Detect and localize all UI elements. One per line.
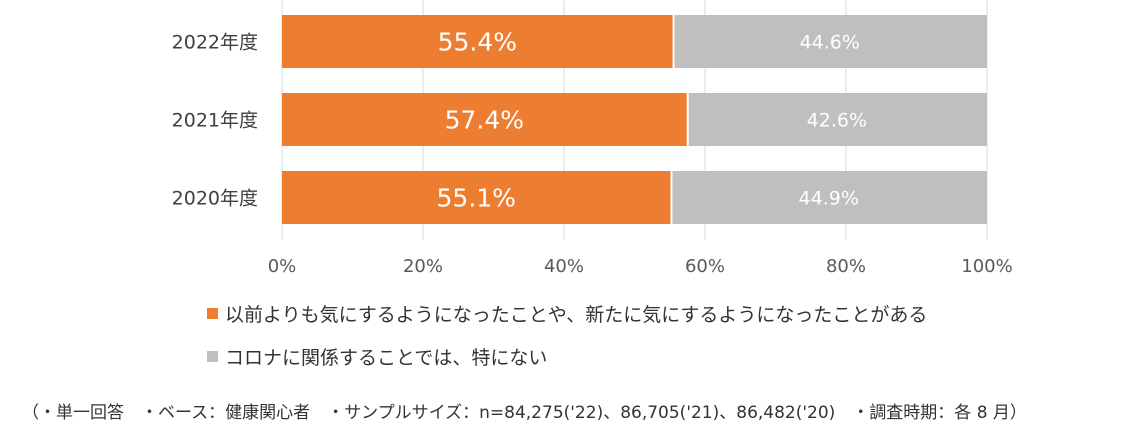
legend-swatch-orange (207, 308, 218, 319)
footnote: （・単一回答 ・ベース：健康関心者 ・サンプルサイズ：n=84,275('22)… (22, 403, 1027, 423)
legend-swatch-gray (207, 351, 218, 362)
x-tick-label: 60% (685, 256, 725, 277)
legend-item-concerned: 以前よりも気にするようになったことや、新たに気にするようになったことがある (207, 300, 927, 327)
x-tick-labels: 0% 20% 40% 60% 80% 100% (268, 256, 1013, 277)
x-tick-label: 100% (961, 256, 1012, 277)
data-label: 42.6% (807, 110, 867, 132)
data-label: 57.4% (445, 106, 524, 135)
legend-item-not-concerned: コロナに関係することでは、特にない (207, 343, 547, 370)
stacked-bar-chart: 55.4% 44.6%57.4% 42.6%55.1% 44.9% 2022年度202… (172, 0, 1013, 277)
bar-segment-concerned (282, 171, 671, 224)
data-label: 55.4% (438, 28, 517, 57)
bar-segment-concerned (282, 15, 673, 68)
data-label: 44.6% (800, 32, 860, 54)
x-tick-label: 80% (826, 256, 866, 277)
category-label: 2022年度 (172, 32, 258, 54)
category-label: 2020年度 (172, 188, 258, 210)
bar-segment-not-concerned (672, 171, 987, 224)
x-tick-label: 20% (403, 256, 443, 277)
legend-label-concerned: 以前よりも気にするようになったことや、新たに気にするようになったことがある (225, 304, 928, 326)
data-label: 44.9% (799, 188, 859, 210)
bar-segment-not-concerned (674, 15, 987, 68)
legend-label-not-concerned: コロナに関係することでは、特にない (225, 347, 548, 369)
data-label: 55.1% (437, 184, 516, 213)
category-label: 2021年度 (172, 110, 258, 132)
bar-segment-concerned (282, 93, 687, 146)
x-tick-label: 0% (268, 256, 297, 277)
x-tick-label: 40% (544, 256, 584, 277)
bars: 55.4% 44.6% 57.4% 42.6% 55.1% 44.9% (282, 15, 987, 224)
category-labels: 2022年度 2021年度 2020年度 (172, 32, 258, 210)
bar-segment-not-concerned (688, 93, 987, 146)
